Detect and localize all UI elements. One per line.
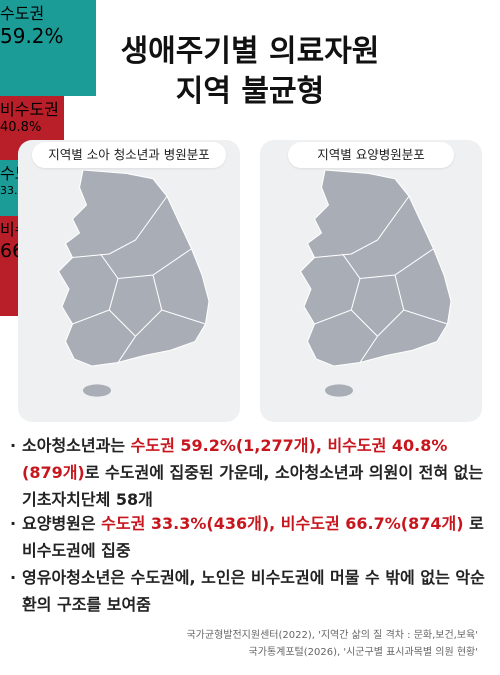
bullet: · 소아청소년과는 수도권 59.2%(1,277개), 비수도권 40.8%(8…: [10, 436, 484, 509]
source: 국가균형발전지원센터(2022), '지역간 삶의 질 격차 : 문화,보건,보…: [186, 630, 478, 641]
title-line: 지역 불균형: [175, 74, 325, 109]
panel-title: 지역별 요양병원분포: [288, 142, 454, 168]
bubble-label: 비수도권: [0, 100, 59, 119]
bullet-text: 소아청소년과는: [22, 436, 131, 455]
emphasis-text: 수도권 33.3%(436개), 비수도권 66.7%(874개): [101, 514, 464, 533]
bubble-value: 40.8%: [0, 120, 64, 135]
title-line: 생애주기별 의료자원: [120, 34, 380, 69]
panel-title: 지역별 소아 청소년과 병원분포: [32, 142, 226, 168]
bullet-text: 요양병원은: [22, 514, 102, 533]
source: 국가통계포털(2026), '시군구별 표시과목별 의원 현황': [248, 647, 478, 658]
bubble-unit: %: [44, 24, 64, 48]
emphasis-text: 수도권 59.2%(1,277개), 비수도권 40.8%(879개): [22, 436, 448, 482]
bubble: 수도권 59.2%: [0, 0, 96, 96]
bullet-text: 로 비수도권에 집중: [22, 514, 484, 560]
bullet-text: 영유아청소년은 수도권에, 노인은 비수도권에 머물 수 밖에 없는 악순환의 …: [22, 568, 485, 614]
bullet-text: 로 수도권에 집중된 가운데, 소아청소년과 의원이 전혀 없는 기초자치단체 …: [22, 463, 484, 509]
map: [57, 169, 210, 398]
map: [299, 169, 452, 398]
bubble-unit: %: [28, 120, 42, 135]
bubble-number: 59.2: [0, 24, 45, 48]
bubble-value: 59.2%: [0, 24, 96, 48]
bubble-label: 수도권: [0, 4, 45, 23]
bullet: · 요양병원은 수도권 33.3%(436개), 비수도권 66.7%(874개)…: [10, 514, 484, 560]
bubble-number: 40.8: [0, 120, 29, 135]
bullet: · 영유아청소년은 수도권에, 노인은 비수도권에 머물 수 밖에 없는 악순환의…: [10, 568, 485, 614]
